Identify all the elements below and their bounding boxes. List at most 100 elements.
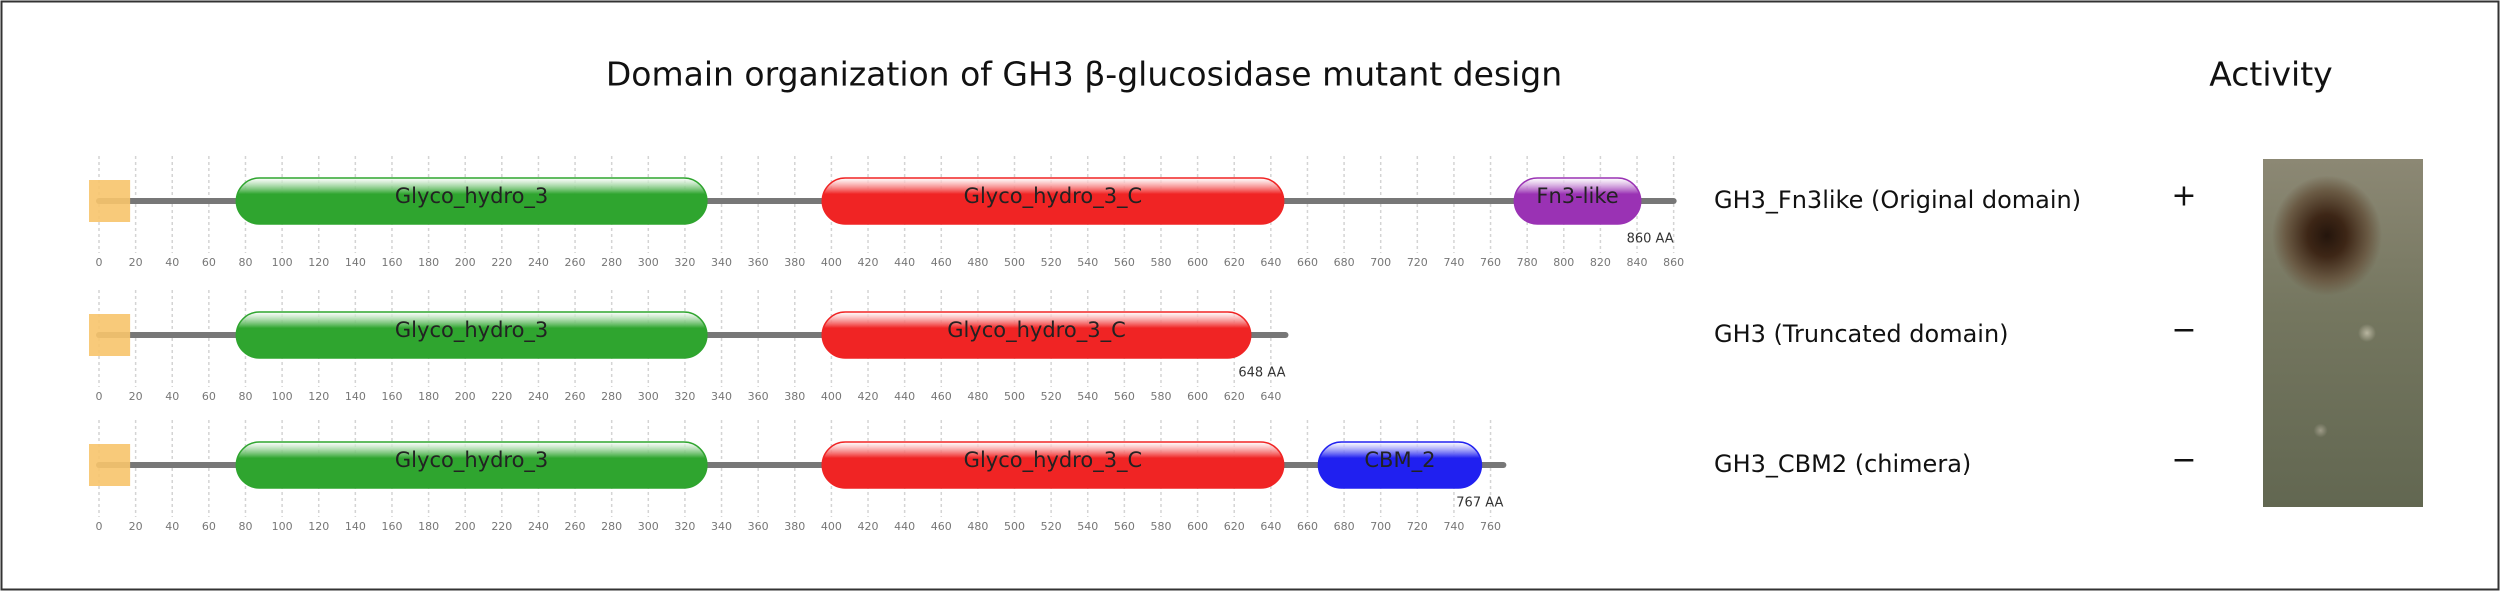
length-label: 767 AA — [1456, 496, 1503, 511]
domain — [821, 441, 1285, 489]
tick-label: 60 — [202, 256, 216, 269]
tick-label: 220 — [491, 520, 512, 533]
tick-label: 60 — [202, 520, 216, 533]
tick-label: 200 — [455, 390, 476, 403]
tick-label: 500 — [1004, 256, 1025, 269]
tick-label: 300 — [638, 256, 659, 269]
tick-label: 0 — [96, 256, 103, 269]
tick-label: 120 — [308, 390, 329, 403]
tick-label: 780 — [1517, 256, 1538, 269]
tick-label: 580 — [1150, 520, 1171, 533]
tick-label: 600 — [1187, 390, 1208, 403]
tick-label: 580 — [1150, 390, 1171, 403]
domain-label: Glyco_hydro_3 — [395, 318, 548, 343]
tick-label: 540 — [1077, 520, 1098, 533]
tick-label: 760 — [1480, 256, 1501, 269]
domain — [1317, 441, 1483, 489]
tick-label: 420 — [858, 390, 879, 403]
tick-label: 840 — [1627, 256, 1648, 269]
tick-label: 160 — [381, 390, 402, 403]
domain — [235, 311, 708, 359]
domain-label: Fn3-like — [1536, 184, 1618, 208]
tick-label: 640 — [1260, 520, 1281, 533]
tick-label: 140 — [345, 390, 366, 403]
tick-label: 360 — [748, 520, 769, 533]
tick-label: 660 — [1297, 520, 1318, 533]
tick-label: 440 — [894, 390, 915, 403]
tick-label: 460 — [931, 256, 952, 269]
tick-label: 740 — [1443, 520, 1464, 533]
domain-label: CBM_2 — [1364, 448, 1435, 473]
tick-label: 700 — [1370, 520, 1391, 533]
domain-label: Glyco_hydro_3 — [395, 448, 548, 473]
activity-sign: − — [2171, 443, 2196, 478]
tick-label: 580 — [1150, 256, 1171, 269]
construct-name: GH3 (Truncated domain) — [1714, 320, 2009, 348]
tick-label: 100 — [272, 256, 293, 269]
tick-label: 320 — [674, 256, 695, 269]
signal-peptide — [89, 444, 131, 486]
tick-label: 560 — [1114, 256, 1135, 269]
tick-label: 240 — [528, 390, 549, 403]
tick-label: 620 — [1224, 256, 1245, 269]
tick-label: 140 — [345, 520, 366, 533]
tick-label: 560 — [1114, 390, 1135, 403]
domain-label: Glyco_hydro_3_C — [964, 184, 1143, 209]
tick-label: 520 — [1041, 520, 1062, 533]
tick-label: 360 — [748, 390, 769, 403]
tick-label: 380 — [784, 520, 805, 533]
signal-peptide — [89, 180, 131, 222]
tick-label: 720 — [1407, 520, 1428, 533]
tick-label: 300 — [638, 520, 659, 533]
tick-label: 740 — [1443, 256, 1464, 269]
tick-label: 500 — [1004, 520, 1025, 533]
tick-label: 240 — [528, 256, 549, 269]
tick-label: 560 — [1114, 520, 1135, 533]
tick-label: 280 — [601, 256, 622, 269]
tick-label: 220 — [491, 256, 512, 269]
tick-label: 660 — [1297, 256, 1318, 269]
title: Domain organization of GH3 β-glucosidase… — [606, 55, 1562, 94]
tick-label: 500 — [1004, 390, 1025, 403]
tick-label: 160 — [381, 256, 402, 269]
tick-label: 760 — [1480, 520, 1501, 533]
tick-label: 300 — [638, 390, 659, 403]
tick-label: 520 — [1041, 256, 1062, 269]
tick-label: 420 — [858, 256, 879, 269]
tick-label: 100 — [272, 520, 293, 533]
tick-label: 700 — [1370, 256, 1391, 269]
tick-label: 680 — [1334, 520, 1355, 533]
tick-label: 800 — [1553, 256, 1574, 269]
signal-peptide — [89, 314, 131, 356]
activity-sign: + — [2171, 179, 2196, 214]
tick-label: 120 — [308, 520, 329, 533]
construct-name: GH3_CBM2 (chimera) — [1714, 450, 1971, 478]
tick-label: 420 — [858, 520, 879, 533]
tick-label: 600 — [1187, 256, 1208, 269]
tick-label: 400 — [821, 390, 842, 403]
domain-label: Glyco_hydro_3 — [395, 184, 548, 209]
tick-label: 180 — [418, 390, 439, 403]
tick-label: 340 — [711, 390, 732, 403]
tick-label: 240 — [528, 520, 549, 533]
tick-label: 20 — [129, 256, 143, 269]
domain — [235, 441, 708, 489]
tick-label: 600 — [1187, 520, 1208, 533]
tick-label: 200 — [455, 520, 476, 533]
length-label: 860 AA — [1627, 232, 1674, 247]
tick-label: 200 — [455, 256, 476, 269]
tick-label: 480 — [967, 520, 988, 533]
tick-label: 160 — [381, 520, 402, 533]
domain — [821, 177, 1285, 225]
tick-label: 220 — [491, 390, 512, 403]
tick-label: 280 — [601, 390, 622, 403]
tick-label: 400 — [821, 256, 842, 269]
tick-label: 640 — [1260, 390, 1281, 403]
tick-label: 40 — [165, 256, 179, 269]
tick-label: 860 — [1663, 256, 1684, 269]
activity-header: Activity — [2209, 55, 2332, 94]
tick-label: 820 — [1590, 256, 1611, 269]
tick-label: 620 — [1224, 520, 1245, 533]
